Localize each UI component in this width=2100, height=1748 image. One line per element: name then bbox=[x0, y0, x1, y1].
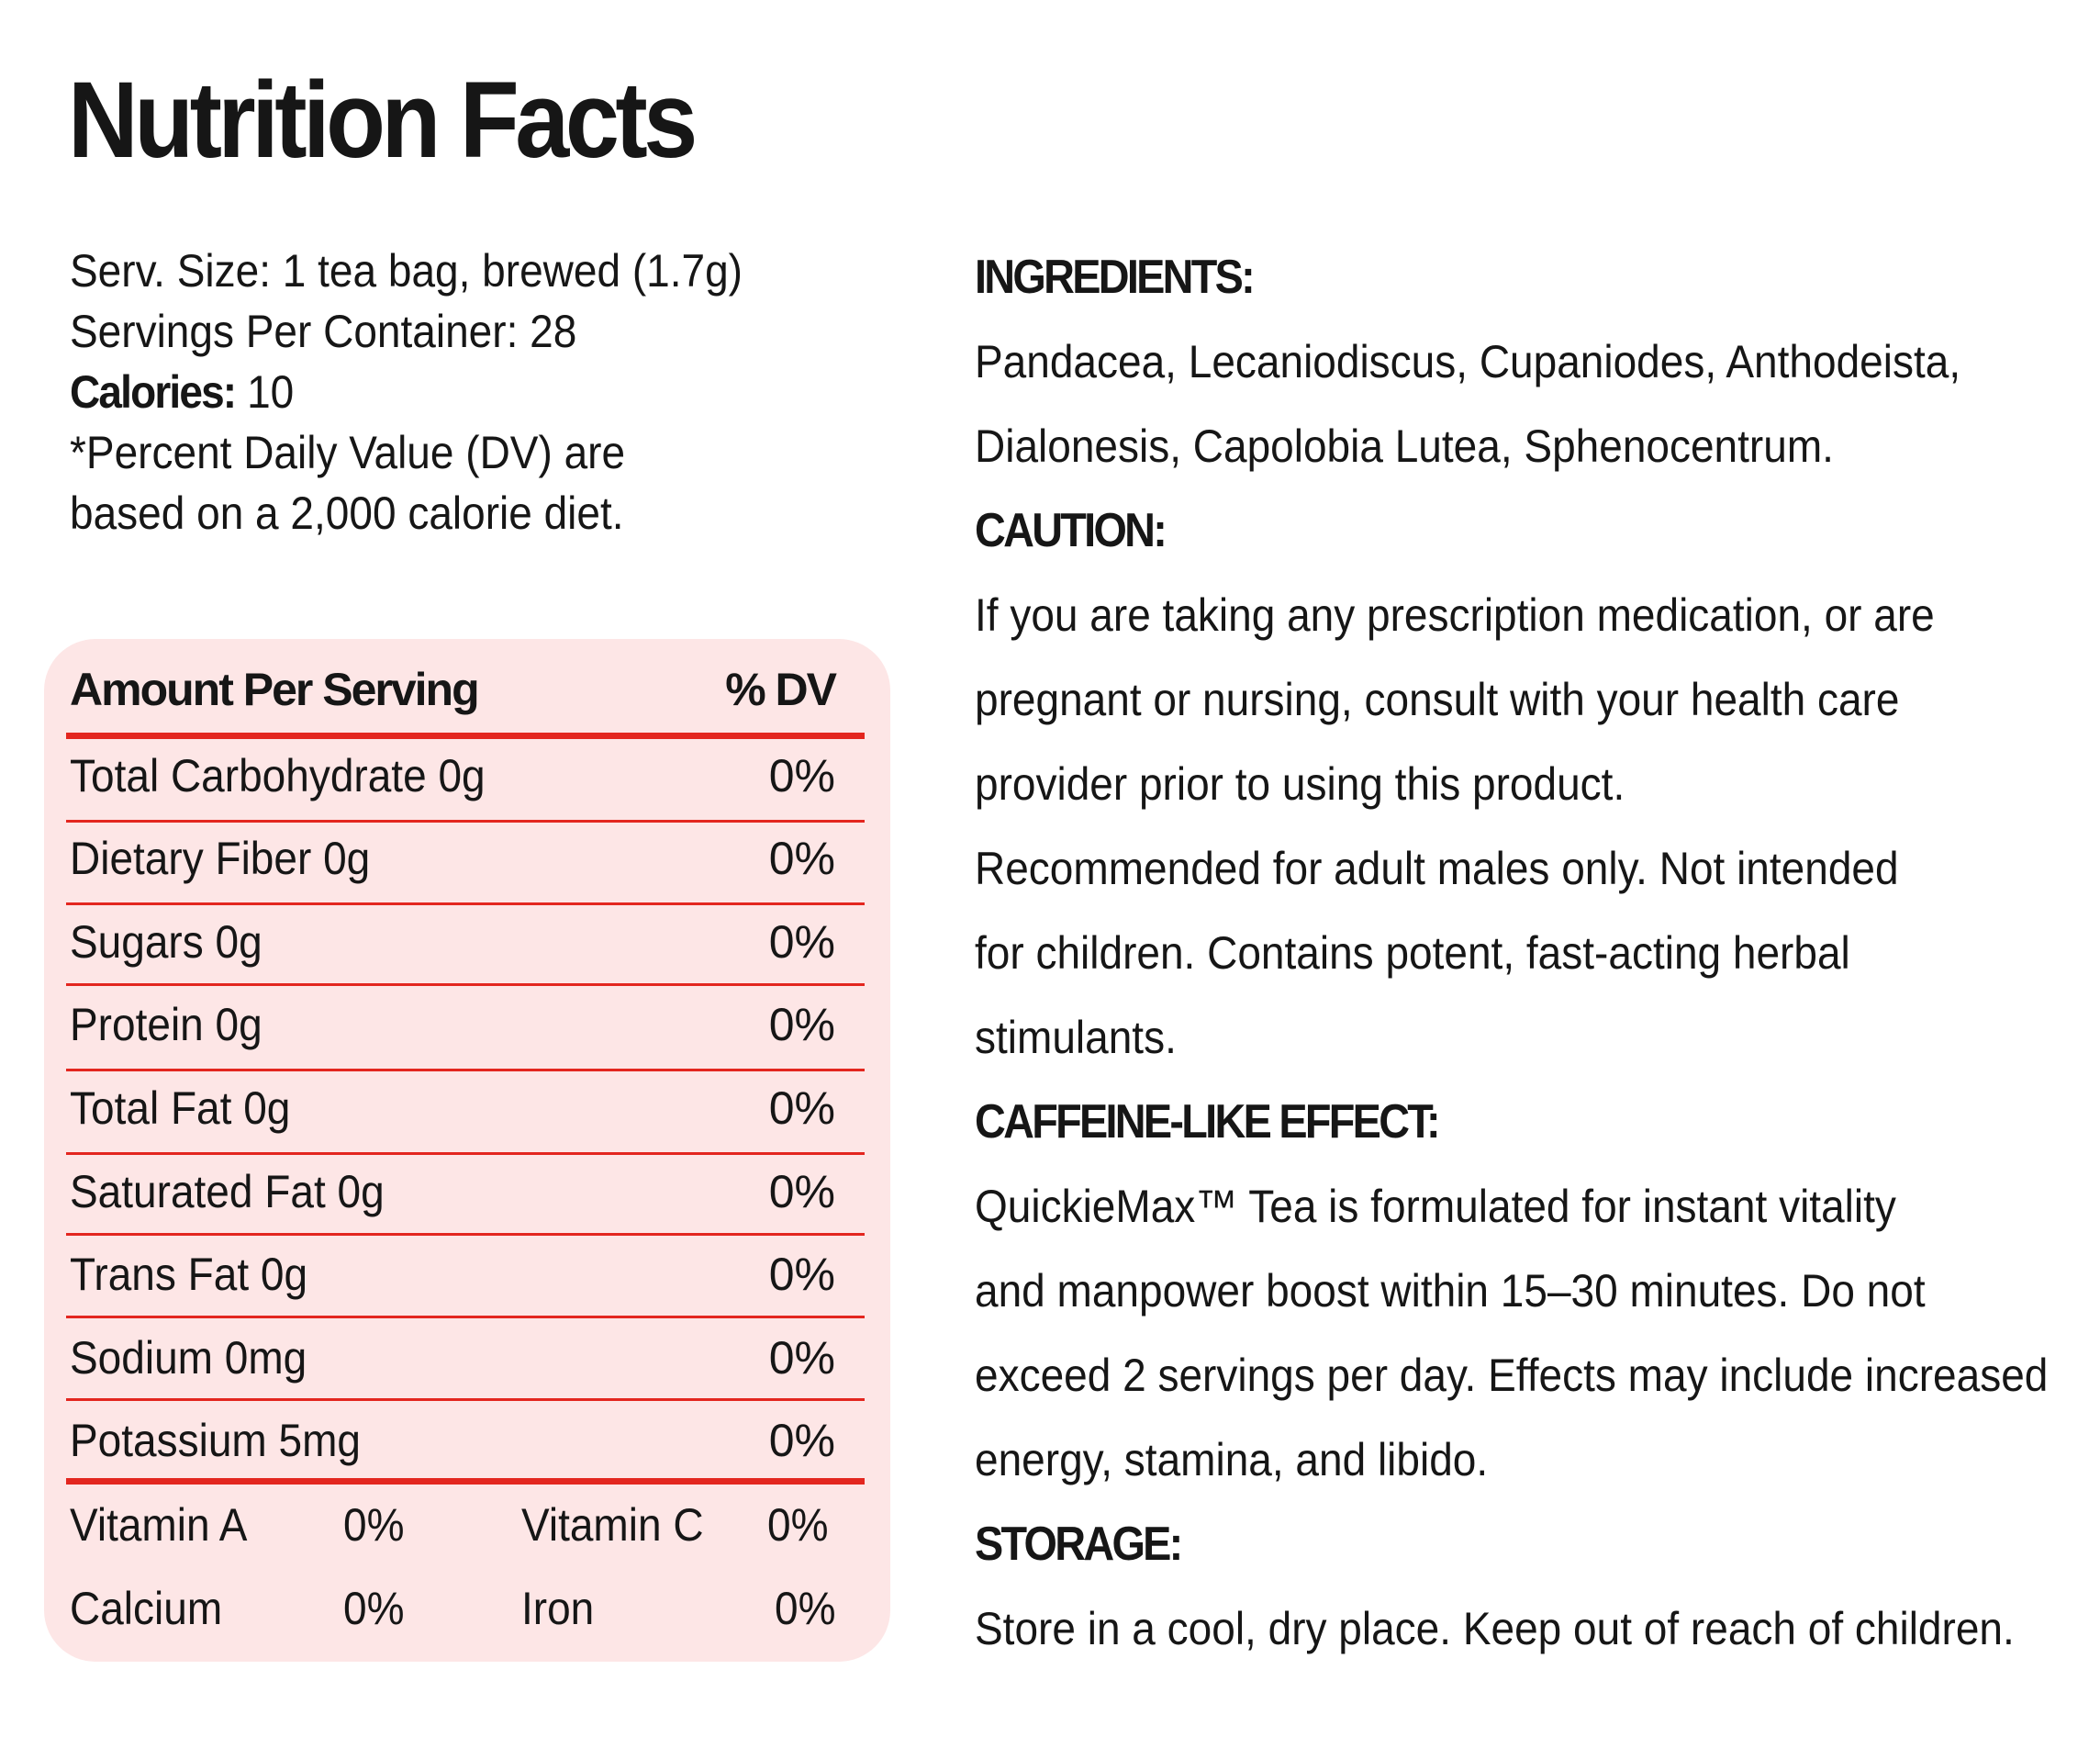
nutrient-dv: 0% bbox=[768, 916, 835, 968]
serving-info: Serv. Size: 1 tea bag, brewed (1.7g) Ser… bbox=[70, 241, 767, 543]
vitamin-label: Iron bbox=[521, 1583, 595, 1634]
nutrient-label: Sodium 0mg bbox=[70, 1332, 307, 1384]
caution-line: Recommended for adult males only. Not in… bbox=[975, 843, 1899, 894]
page-title: Nutrition Facts bbox=[68, 60, 698, 181]
dv-note-line-1: *Percent Daily Value (DV) are bbox=[70, 427, 626, 478]
row-divider bbox=[66, 1398, 865, 1401]
nutrient-row: Total Carbohydrate 0g 0% bbox=[70, 748, 835, 803]
vitamin-dv: 0% bbox=[343, 1583, 405, 1634]
panel-header: Amount Per Serving % DV bbox=[70, 663, 837, 716]
nutrient-row: Protein 0g 0% bbox=[70, 997, 835, 1052]
nutrient-label: Potassium 5mg bbox=[70, 1415, 362, 1466]
ingredients-line: Dialonesis, Capolobia Lutea, Sphenocentr… bbox=[975, 420, 1834, 472]
row-divider bbox=[66, 1069, 865, 1071]
nutrient-row: Sodium 0mg 0% bbox=[70, 1330, 835, 1385]
storage-heading: STORAGE: bbox=[975, 1518, 1183, 1571]
ingredients-heading: INGREDIENTS: bbox=[975, 251, 1256, 304]
nutrient-dv: 0% bbox=[768, 1166, 835, 1217]
vitamin-label: Vitamin C bbox=[521, 1499, 704, 1551]
calories-line: Calories: 10 bbox=[70, 362, 711, 422]
storage-line: Store in a cool, dry place. Keep out of … bbox=[975, 1603, 2015, 1654]
nutrient-row: Total Fat 0g 0% bbox=[70, 1081, 835, 1136]
nutrient-row: Potassium 5mg 0% bbox=[70, 1413, 835, 1468]
vitamin-dv: 0% bbox=[775, 1583, 836, 1634]
caffeine-effect-line: QuickieMax™ Tea is formulated for instan… bbox=[975, 1181, 1896, 1232]
serving-size: Serv. Size: 1 tea bag, brewed (1.7g) bbox=[70, 245, 743, 297]
row-divider bbox=[66, 983, 865, 986]
header-divider bbox=[66, 733, 865, 739]
nutrient-row: Sugars 0g 0% bbox=[70, 914, 835, 969]
nutrient-dv: 0% bbox=[768, 750, 835, 801]
calories-value: 10 bbox=[235, 366, 295, 418]
row-divider bbox=[66, 820, 865, 823]
caffeine-effect-line: energy, stamina, and libido. bbox=[975, 1434, 1489, 1485]
nutrient-label: Dietary Fiber 0g bbox=[70, 833, 371, 884]
nutrient-label: Total Fat 0g bbox=[70, 1082, 291, 1134]
nutrient-label: Protein 0g bbox=[70, 999, 262, 1050]
nutrient-dv: 0% bbox=[768, 833, 835, 884]
vitamin-label: Calcium bbox=[70, 1583, 223, 1634]
nutrient-label: Total Carbohydrate 0g bbox=[70, 750, 486, 801]
label-text-column: INGREDIENTS: Pandacea, Lecaniodiscus, Cu… bbox=[975, 235, 2076, 1671]
nutrient-row: Trans Fat 0g 0% bbox=[70, 1247, 835, 1302]
nutrition-panel bbox=[44, 639, 890, 1662]
nutrient-dv: 0% bbox=[768, 1332, 835, 1384]
caution-line: pregnant or nursing, consult with your h… bbox=[975, 674, 1900, 725]
row-divider bbox=[66, 1233, 865, 1236]
amount-per-serving-label: Amount Per Serving bbox=[70, 664, 480, 715]
nutrient-dv: 0% bbox=[768, 1415, 835, 1466]
caution-line: provider prior to using this product. bbox=[975, 758, 1625, 810]
dv-header-label: % DV bbox=[725, 664, 837, 715]
caffeine-effect-heading: CAFFEINE-LIKE EFFECT: bbox=[975, 1095, 1441, 1149]
nutrient-dv: 0% bbox=[768, 1082, 835, 1134]
servings-per-container: Servings Per Container: 28 bbox=[70, 306, 577, 357]
vitamin-row: Calcium 0% Iron 0% bbox=[70, 1581, 835, 1636]
nutrient-dv: 0% bbox=[768, 999, 835, 1050]
nutrient-label: Trans Fat 0g bbox=[70, 1249, 308, 1300]
calories-label: Calories: bbox=[70, 366, 237, 418]
nutrient-row: Dietary Fiber 0g 0% bbox=[70, 831, 835, 886]
caution-line: stimulants. bbox=[975, 1012, 1177, 1063]
dv-note-line-2: based on a 2,000 calorie diet. bbox=[70, 487, 624, 539]
nutrient-label: Saturated Fat 0g bbox=[70, 1166, 385, 1217]
nutrient-label: Sugars 0g bbox=[70, 916, 262, 968]
nutrient-dv: 0% bbox=[768, 1249, 835, 1300]
caution-heading: CAUTION: bbox=[975, 504, 1167, 557]
vitamin-row: Vitamin A 0% Vitamin C 0% bbox=[70, 1497, 835, 1552]
vitamin-divider bbox=[66, 1478, 865, 1485]
caffeine-effect-line: exceed 2 servings per day. Effects may i… bbox=[975, 1350, 2049, 1401]
vitamin-dv: 0% bbox=[343, 1499, 405, 1551]
vitamin-label: Vitamin A bbox=[70, 1499, 248, 1551]
row-divider bbox=[66, 1152, 865, 1155]
row-divider bbox=[66, 902, 865, 905]
caution-line: If you are taking any prescription medic… bbox=[975, 589, 1935, 641]
row-divider bbox=[66, 1316, 865, 1318]
vitamin-dv: 0% bbox=[767, 1499, 829, 1551]
caution-line: for children. Contains potent, fast-acti… bbox=[975, 927, 1850, 979]
caffeine-effect-line: and manpower boost within 15–30 minutes.… bbox=[975, 1265, 1926, 1317]
nutrient-row: Saturated Fat 0g 0% bbox=[70, 1164, 835, 1219]
ingredients-line: Pandacea, Lecaniodiscus, Cupaniodes, Ant… bbox=[975, 336, 1961, 387]
